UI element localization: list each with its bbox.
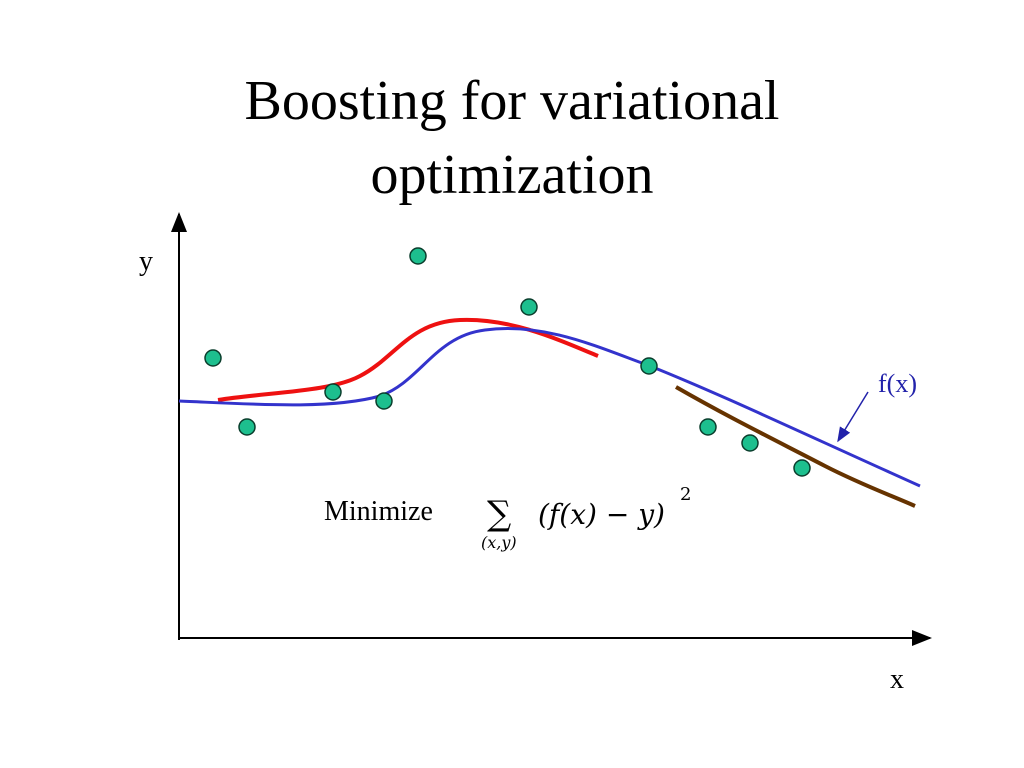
data-point [699,418,717,436]
data-point [238,418,256,436]
formula-expression: (f(x) − y) [538,498,665,531]
formula-exponent: 2 [680,484,691,505]
data-point [409,247,427,265]
data-point [640,357,658,375]
curve-label-arrow [837,391,869,443]
data-points [204,247,811,477]
objective-formula: ∑ (x,y) (f(x) − y) 2 [481,484,691,552]
curve-label: f(x) [878,369,917,398]
slide-title-line-2: optimization [370,144,654,206]
objective-label: Minimize [324,496,433,527]
data-point [793,459,811,477]
x-axis-label: x [890,664,904,695]
slide-title-line-1: Boosting for variational [244,70,780,132]
data-point [741,434,759,452]
data-point [520,298,538,316]
brown-component-curve [675,385,916,508]
sum-subscript: (x,y) [481,533,517,552]
data-point [324,383,342,401]
fitted-curve-f-of-x [178,327,921,488]
data-point [375,392,393,410]
data-point [204,349,222,367]
y-axis-label: y [139,246,153,277]
sum-symbol: ∑ [487,494,511,534]
